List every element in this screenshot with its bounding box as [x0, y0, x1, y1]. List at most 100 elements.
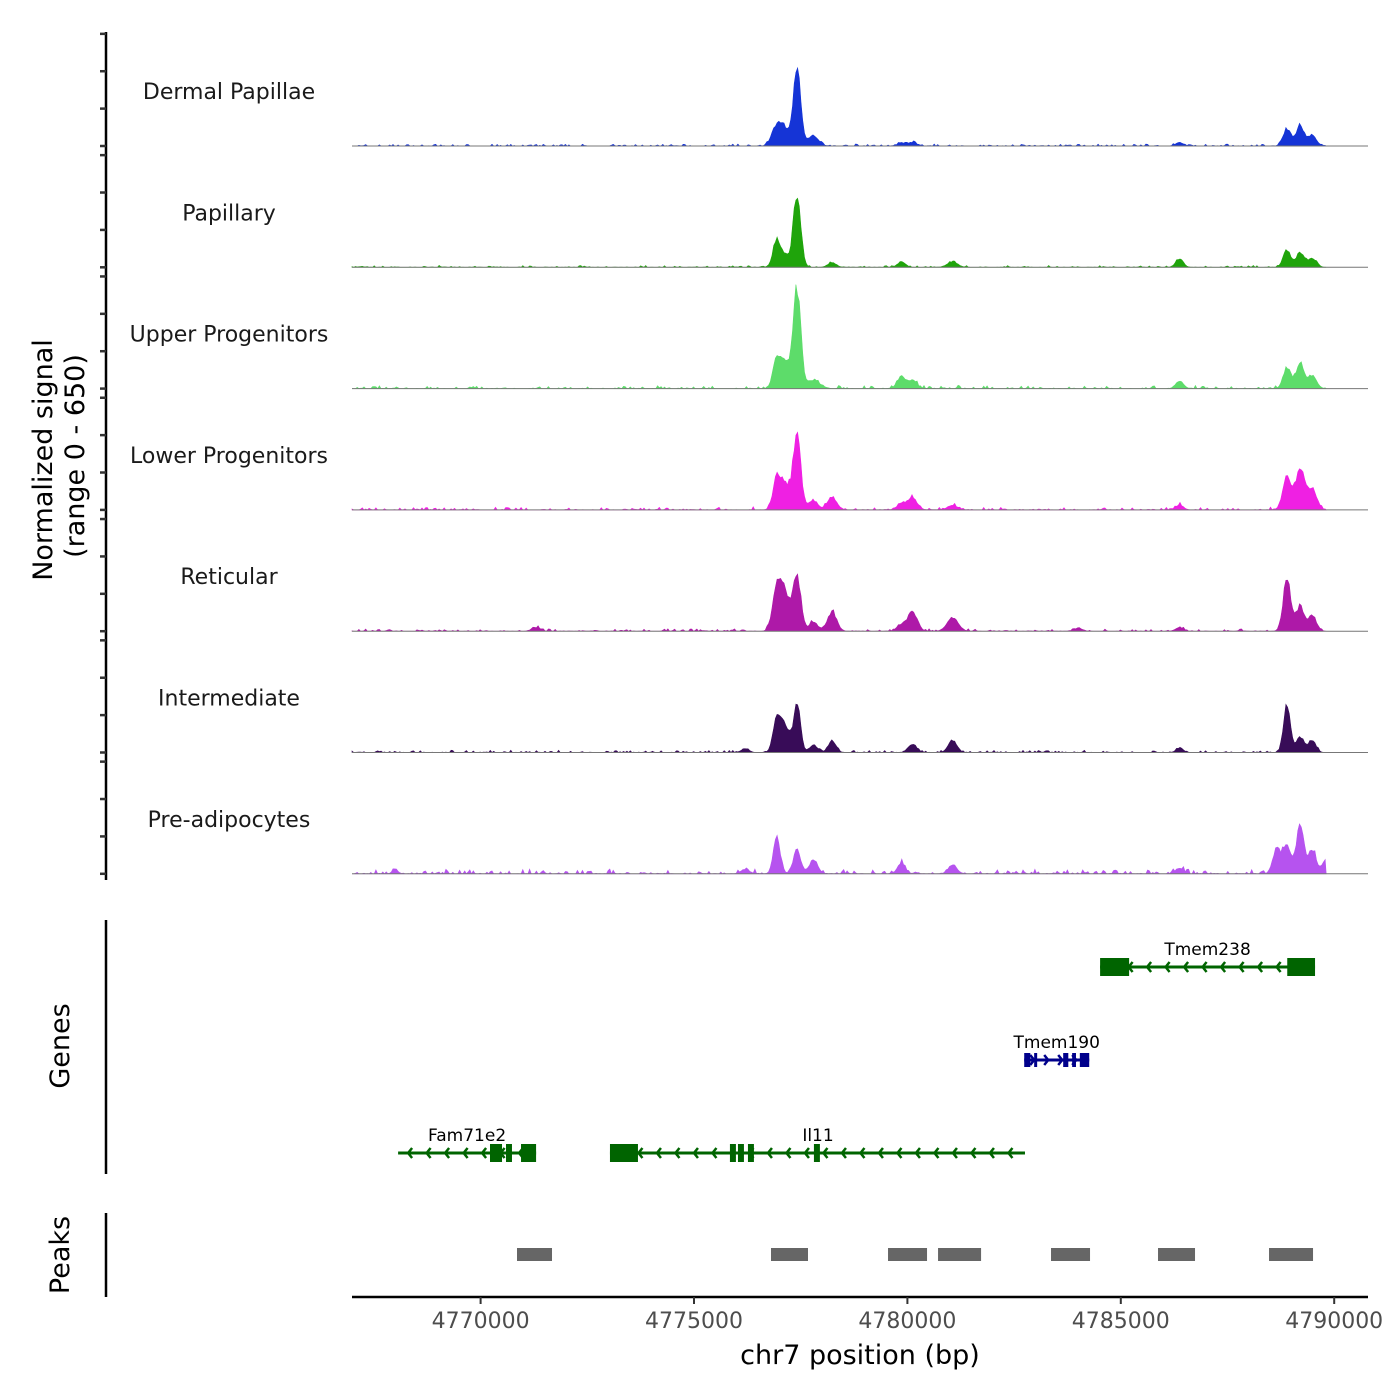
- strand-arrow-icon: [803, 1147, 810, 1159]
- strand-arrow-icon: [1182, 961, 1190, 973]
- track-label: Upper Progenitors: [130, 323, 329, 348]
- strand-arrow-icon: [858, 1147, 866, 1159]
- peak-region: [888, 1248, 928, 1261]
- strand-arrow-icon: [461, 1147, 469, 1159]
- signal-area: [352, 823, 1327, 875]
- strand-arrow-icon: [1256, 961, 1264, 973]
- strand-arrow-icon: [951, 1147, 958, 1159]
- signal-area: [351, 703, 1327, 753]
- track-label: Lower Progenitors: [130, 444, 328, 469]
- strand-arrow-icon: [424, 1147, 432, 1159]
- track-label: Intermediate: [158, 687, 300, 712]
- signal-area: [351, 197, 1327, 268]
- x-tick-label: 4775000: [645, 1309, 743, 1334]
- track-label: Dermal Papillae: [143, 80, 315, 105]
- strand-arrow-icon: [480, 1147, 488, 1159]
- track-papillary: Papillary: [182, 197, 1368, 268]
- exon: [813, 1144, 820, 1162]
- strand-arrow-icon: [636, 1147, 644, 1159]
- exon: [505, 1144, 512, 1162]
- signal-area: [351, 573, 1327, 632]
- strand-arrow-icon: [840, 1147, 847, 1159]
- track-label: Papillary: [182, 201, 276, 226]
- x-axis-ticks: 4770000 4775000 4780000 4785000 4790000: [432, 1297, 1383, 1334]
- track-lower-progenitors: Lower Progenitors: [130, 431, 1368, 511]
- gene-label: Tmem238: [1163, 940, 1250, 960]
- exon: [1072, 1053, 1076, 1067]
- strand-arrow-icon: [406, 1147, 414, 1159]
- x-tick-label: 4790000: [1285, 1309, 1383, 1334]
- gene-label: Fam71e2: [428, 1126, 506, 1146]
- strand-arrow-icon: [1145, 961, 1153, 973]
- track-dermal-papillae: Dermal Papillae: [143, 66, 1368, 147]
- y-axis-subtitle: (range 0 - 650): [60, 354, 91, 558]
- strand-arrow-icon: [443, 1147, 451, 1159]
- gene-tmem190: Tmem190: [1013, 1033, 1100, 1067]
- strand-arrow-icon: [1237, 961, 1245, 973]
- signal-y-ticks: [100, 32, 106, 876]
- gene-tmem238: Tmem238: [1100, 940, 1316, 976]
- y-axis-title: Normalized signal: [28, 339, 59, 581]
- peak-region: [1158, 1248, 1196, 1261]
- peak-region: [1269, 1248, 1314, 1261]
- signal-area: [351, 431, 1327, 511]
- strand-arrow-icon: [821, 1147, 829, 1159]
- strand-arrow-icon: [877, 1147, 884, 1159]
- strand-arrow-icon: [710, 1147, 718, 1159]
- peak-region: [938, 1248, 982, 1261]
- exon: [489, 1144, 503, 1162]
- strand-arrow-icon: [1043, 1054, 1050, 1066]
- exon: [1100, 958, 1130, 976]
- exon: [737, 1144, 744, 1162]
- strand-arrow-icon: [895, 1147, 903, 1159]
- strand-arrow-icon: [914, 1147, 921, 1159]
- exon: [747, 1144, 754, 1162]
- genes-track-title: Genes: [45, 1003, 76, 1088]
- track-reticular: Reticular: [180, 565, 1368, 632]
- track-intermediate: Intermediate: [158, 687, 1368, 753]
- peak-regions: [517, 1248, 1314, 1261]
- exon: [1079, 1053, 1090, 1067]
- exon: [609, 1144, 638, 1162]
- signal-tracks: Dermal Papillae Papillary Upper Progenitor…: [130, 66, 1368, 875]
- exon: [1287, 958, 1316, 976]
- gene-label: Il11: [802, 1126, 833, 1146]
- peak-region: [517, 1248, 553, 1261]
- strand-arrow-icon: [655, 1147, 662, 1159]
- signal-area: [352, 66, 1328, 147]
- strand-arrow-icon: [1163, 961, 1171, 973]
- strand-arrow-icon: [969, 1147, 977, 1159]
- exon: [1024, 1053, 1031, 1067]
- strand-arrow-icon: [784, 1147, 792, 1159]
- x-tick-label: 4780000: [858, 1309, 956, 1334]
- peak-region: [770, 1248, 808, 1261]
- strand-arrow-icon: [988, 1147, 995, 1159]
- exon: [729, 1144, 736, 1162]
- gene-label: Tmem190: [1013, 1033, 1100, 1053]
- peaks-track-title: Peaks: [45, 1216, 76, 1294]
- signal-area: [352, 284, 1328, 390]
- strand-arrow-icon: [1200, 961, 1208, 973]
- exon: [521, 1144, 537, 1162]
- strand-arrow-icon: [766, 1147, 773, 1159]
- strand-arrow-icon: [692, 1147, 699, 1159]
- strand-arrow-icon: [1274, 961, 1282, 973]
- gene-il11: Il11: [609, 1126, 1025, 1162]
- peak-region: [1051, 1248, 1091, 1261]
- x-tick-label: 4785000: [1072, 1309, 1170, 1334]
- strand-arrow-icon: [1006, 1147, 1014, 1159]
- strand-arrow-icon: [673, 1147, 681, 1159]
- gene-annotations: Tmem238 Tmem190 Fam71e2 Il11: [398, 940, 1316, 1162]
- gene-fam71e2: Fam71e2: [398, 1126, 537, 1162]
- x-axis-title: chr7 position (bp): [740, 1340, 980, 1371]
- strand-arrow-icon: [1219, 961, 1227, 973]
- track-pre-adipocytes: Pre-adipocytes: [148, 808, 1368, 875]
- track-label: Reticular: [180, 565, 278, 590]
- exon: [1034, 1053, 1038, 1067]
- exon: [1063, 1053, 1069, 1067]
- track-upper-progenitors: Upper Progenitors: [130, 284, 1368, 390]
- track-label: Pre-adipocytes: [148, 808, 311, 833]
- strand-arrow-icon: [1057, 1054, 1064, 1066]
- strand-arrow-icon: [932, 1147, 940, 1159]
